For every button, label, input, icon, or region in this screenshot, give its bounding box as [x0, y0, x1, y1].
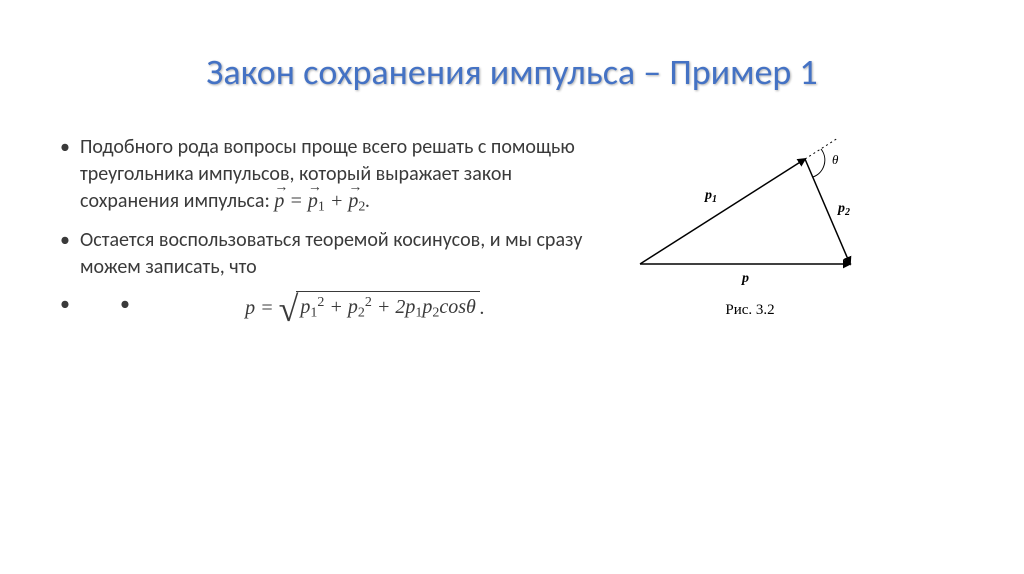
text-column: Подобного рода вопросы проще всего решат…: [60, 134, 590, 337]
label-theta: θ: [832, 152, 839, 167]
df-pl2: + 2: [372, 296, 406, 318]
df-eq: =: [255, 297, 279, 319]
df-cos: cosθ: [439, 296, 475, 318]
diagram-column: p1 p2 p θ Рис. 3.2: [610, 134, 890, 337]
momentum-triangle-diagram: p1 p2 p θ: [620, 134, 880, 294]
df-dot: .: [480, 297, 485, 319]
slide-title: Закон сохранения импульса – Пример 1: [60, 50, 964, 94]
label-p: p: [741, 271, 749, 286]
content-row: Подобного рода вопросы проще всего решат…: [60, 134, 964, 337]
f1-r2: p: [348, 188, 358, 215]
bullet-2: Остается воспользоваться теоремой косину…: [60, 227, 590, 281]
f1-r2v: p: [348, 190, 358, 212]
df-lhs: p: [245, 297, 255, 319]
label-p2: p2: [837, 201, 850, 218]
df-p2: p: [348, 296, 358, 318]
df-sqrt: √p12 + p22 + 2p1p2cosθ: [279, 291, 480, 327]
figure-caption: Рис. 3.2: [725, 302, 774, 319]
df-pl1: +: [324, 296, 348, 318]
sqrt-body: p12 + p22 + 2p1p2cosθ: [296, 291, 479, 327]
f1-dot: .: [365, 190, 370, 212]
df-p2e: 2: [365, 295, 372, 310]
f1-r1: p: [308, 188, 318, 215]
bullet-1: Подобного рода вопросы проще всего решат…: [60, 134, 590, 217]
f1-lhs: p: [274, 188, 284, 215]
inline-formula-1: p = p1 + p2.: [274, 190, 370, 212]
bullet-formula: p = √p12 + p22 + 2p1p2cosθ.: [60, 291, 590, 327]
f1-r1s: 1: [318, 200, 325, 215]
display-formula: p = √p12 + p22 + 2p1p2cosθ.: [245, 297, 485, 319]
df-pp1: p: [405, 296, 415, 318]
f1-r1v: p: [308, 190, 318, 212]
df-p2s: 2: [358, 306, 365, 321]
df-p1: p: [300, 296, 310, 318]
f1-plus: +: [325, 190, 349, 212]
df-pp2: p: [422, 296, 432, 318]
vector-p1: [640, 159, 805, 264]
label-p1: p1: [704, 188, 717, 205]
